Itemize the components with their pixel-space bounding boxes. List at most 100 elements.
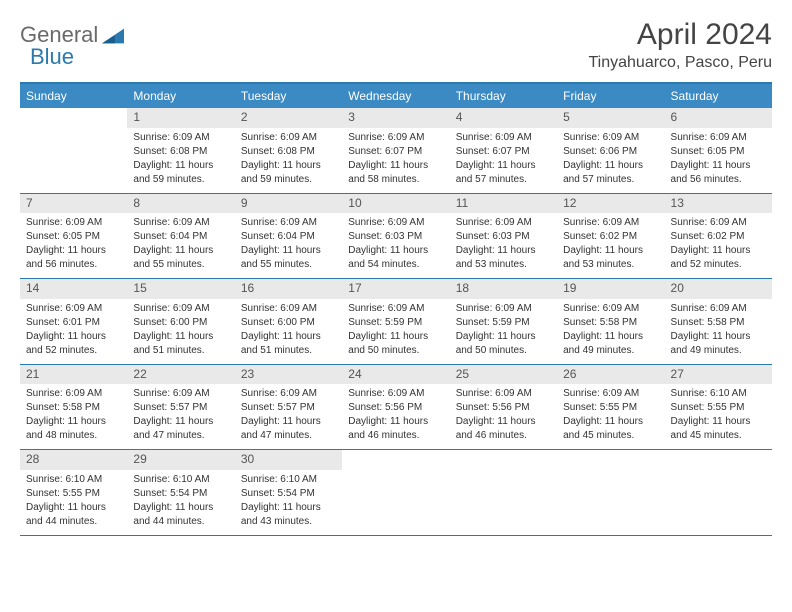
- day-number: 2: [235, 108, 342, 128]
- calendar-day-empty: [342, 450, 449, 535]
- day-number: 22: [127, 365, 234, 385]
- day-info-line: and 46 minutes.: [456, 429, 551, 442]
- day-info-line: Sunrise: 6:09 AM: [563, 131, 658, 144]
- day-info-line: Sunset: 6:03 PM: [456, 230, 551, 243]
- calendar-day: 5Sunrise: 6:09 AMSunset: 6:06 PMDaylight…: [557, 108, 664, 193]
- day-info-line: and 51 minutes.: [133, 344, 228, 357]
- day-info: Sunrise: 6:09 AMSunset: 6:04 PMDaylight:…: [127, 213, 234, 278]
- day-info-line: Sunset: 6:08 PM: [241, 145, 336, 158]
- day-info-line: Sunrise: 6:09 AM: [456, 131, 551, 144]
- day-number: 14: [20, 279, 127, 299]
- day-info-line: Daylight: 11 hours: [348, 159, 443, 172]
- day-info-line: and 46 minutes.: [348, 429, 443, 442]
- day-info: Sunrise: 6:09 AMSunset: 6:01 PMDaylight:…: [20, 299, 127, 364]
- day-info: Sunrise: 6:09 AMSunset: 6:03 PMDaylight:…: [450, 213, 557, 278]
- calendar-day-empty: [450, 450, 557, 535]
- day-info-line: Sunset: 6:06 PM: [563, 145, 658, 158]
- day-info: Sunrise: 6:09 AMSunset: 6:08 PMDaylight:…: [127, 128, 234, 193]
- calendar-week: 1Sunrise: 6:09 AMSunset: 6:08 PMDaylight…: [20, 108, 772, 194]
- dow-header: Wednesday: [342, 84, 449, 108]
- day-info-line: and 45 minutes.: [563, 429, 658, 442]
- day-info-line: Daylight: 11 hours: [26, 244, 121, 257]
- day-info-line: Sunset: 5:55 PM: [563, 401, 658, 414]
- location-subtitle: Tinyahuarco, Pasco, Peru: [589, 54, 773, 72]
- day-number: 10: [342, 194, 449, 214]
- day-info-line: Sunrise: 6:09 AM: [671, 131, 766, 144]
- day-info-line: Sunset: 5:58 PM: [26, 401, 121, 414]
- calendar-day: 18Sunrise: 6:09 AMSunset: 5:59 PMDayligh…: [450, 279, 557, 364]
- day-number: 11: [450, 194, 557, 214]
- day-number: 5: [557, 108, 664, 128]
- day-number: 27: [665, 365, 772, 385]
- day-info-line: and 50 minutes.: [348, 344, 443, 357]
- day-info-line: Daylight: 11 hours: [133, 415, 228, 428]
- day-info-line: Daylight: 11 hours: [241, 244, 336, 257]
- day-info-line: and 59 minutes.: [133, 173, 228, 186]
- day-info-line: Sunrise: 6:10 AM: [671, 387, 766, 400]
- day-info-line: Sunset: 5:54 PM: [241, 487, 336, 500]
- day-info-line: Sunrise: 6:09 AM: [26, 302, 121, 315]
- day-info-line: Sunrise: 6:09 AM: [456, 216, 551, 229]
- calendar-day: 15Sunrise: 6:09 AMSunset: 6:00 PMDayligh…: [127, 279, 234, 364]
- day-number: 7: [20, 194, 127, 214]
- calendar-day: 22Sunrise: 6:09 AMSunset: 5:57 PMDayligh…: [127, 365, 234, 450]
- day-number: 18: [450, 279, 557, 299]
- day-info: Sunrise: 6:09 AMSunset: 6:00 PMDaylight:…: [235, 299, 342, 364]
- day-info-line: Daylight: 11 hours: [456, 244, 551, 257]
- day-info: Sunrise: 6:09 AMSunset: 5:57 PMDaylight:…: [127, 384, 234, 449]
- day-info-line: and 53 minutes.: [456, 258, 551, 271]
- day-info-line: Daylight: 11 hours: [456, 159, 551, 172]
- day-info: Sunrise: 6:09 AMSunset: 5:56 PMDaylight:…: [342, 384, 449, 449]
- day-number: 23: [235, 365, 342, 385]
- day-info-line: Sunrise: 6:09 AM: [133, 216, 228, 229]
- dow-header: Friday: [557, 84, 664, 108]
- day-info-line: Sunset: 5:58 PM: [671, 316, 766, 329]
- day-number: 15: [127, 279, 234, 299]
- calendar-day: 7Sunrise: 6:09 AMSunset: 6:05 PMDaylight…: [20, 194, 127, 279]
- day-info-line: and 51 minutes.: [241, 344, 336, 357]
- calendar-day: 2Sunrise: 6:09 AMSunset: 6:08 PMDaylight…: [235, 108, 342, 193]
- calendar-day: 12Sunrise: 6:09 AMSunset: 6:02 PMDayligh…: [557, 194, 664, 279]
- calendar-day: 27Sunrise: 6:10 AMSunset: 5:55 PMDayligh…: [665, 365, 772, 450]
- calendar-day: 25Sunrise: 6:09 AMSunset: 5:56 PMDayligh…: [450, 365, 557, 450]
- day-info-line: Sunset: 5:58 PM: [563, 316, 658, 329]
- day-info-line: Daylight: 11 hours: [563, 415, 658, 428]
- brand-part2: Blue: [30, 44, 74, 70]
- day-info: Sunrise: 6:09 AMSunset: 6:02 PMDaylight:…: [557, 213, 664, 278]
- day-number: 8: [127, 194, 234, 214]
- day-info: Sunrise: 6:09 AMSunset: 5:59 PMDaylight:…: [342, 299, 449, 364]
- day-info: Sunrise: 6:09 AMSunset: 6:04 PMDaylight:…: [235, 213, 342, 278]
- day-info-line: Sunrise: 6:09 AM: [348, 387, 443, 400]
- day-info-line: and 49 minutes.: [671, 344, 766, 357]
- day-info-line: Daylight: 11 hours: [348, 415, 443, 428]
- day-info-line: Sunset: 6:07 PM: [456, 145, 551, 158]
- calendar-day: 3Sunrise: 6:09 AMSunset: 6:07 PMDaylight…: [342, 108, 449, 193]
- day-info-line: Sunrise: 6:09 AM: [348, 216, 443, 229]
- day-info-line: and 43 minutes.: [241, 515, 336, 528]
- day-number: 1: [127, 108, 234, 128]
- day-info-line: Sunrise: 6:09 AM: [563, 216, 658, 229]
- day-info: Sunrise: 6:09 AMSunset: 6:07 PMDaylight:…: [342, 128, 449, 193]
- day-info-line: Daylight: 11 hours: [241, 330, 336, 343]
- day-info-line: Sunrise: 6:09 AM: [456, 302, 551, 315]
- day-info-line: Sunset: 6:04 PM: [133, 230, 228, 243]
- day-info-line: Daylight: 11 hours: [456, 415, 551, 428]
- day-info-line: Daylight: 11 hours: [241, 159, 336, 172]
- dow-header: Saturday: [665, 84, 772, 108]
- logo-triangle-icon: [102, 28, 124, 44]
- calendar-day: 4Sunrise: 6:09 AMSunset: 6:07 PMDaylight…: [450, 108, 557, 193]
- day-number: 21: [20, 365, 127, 385]
- day-number: 16: [235, 279, 342, 299]
- day-info-line: Sunset: 5:57 PM: [133, 401, 228, 414]
- day-info: Sunrise: 6:10 AMSunset: 5:54 PMDaylight:…: [235, 470, 342, 535]
- calendar-week: 7Sunrise: 6:09 AMSunset: 6:05 PMDaylight…: [20, 194, 772, 280]
- day-info-line: Sunset: 6:02 PM: [563, 230, 658, 243]
- day-number: 12: [557, 194, 664, 214]
- day-info-line: Daylight: 11 hours: [26, 415, 121, 428]
- day-info-line: Daylight: 11 hours: [133, 244, 228, 257]
- day-info-line: Daylight: 11 hours: [348, 330, 443, 343]
- day-info-line: and 44 minutes.: [26, 515, 121, 528]
- day-info-line: Daylight: 11 hours: [241, 501, 336, 514]
- calendar-day: 20Sunrise: 6:09 AMSunset: 5:58 PMDayligh…: [665, 279, 772, 364]
- day-info-line: Sunset: 6:00 PM: [133, 316, 228, 329]
